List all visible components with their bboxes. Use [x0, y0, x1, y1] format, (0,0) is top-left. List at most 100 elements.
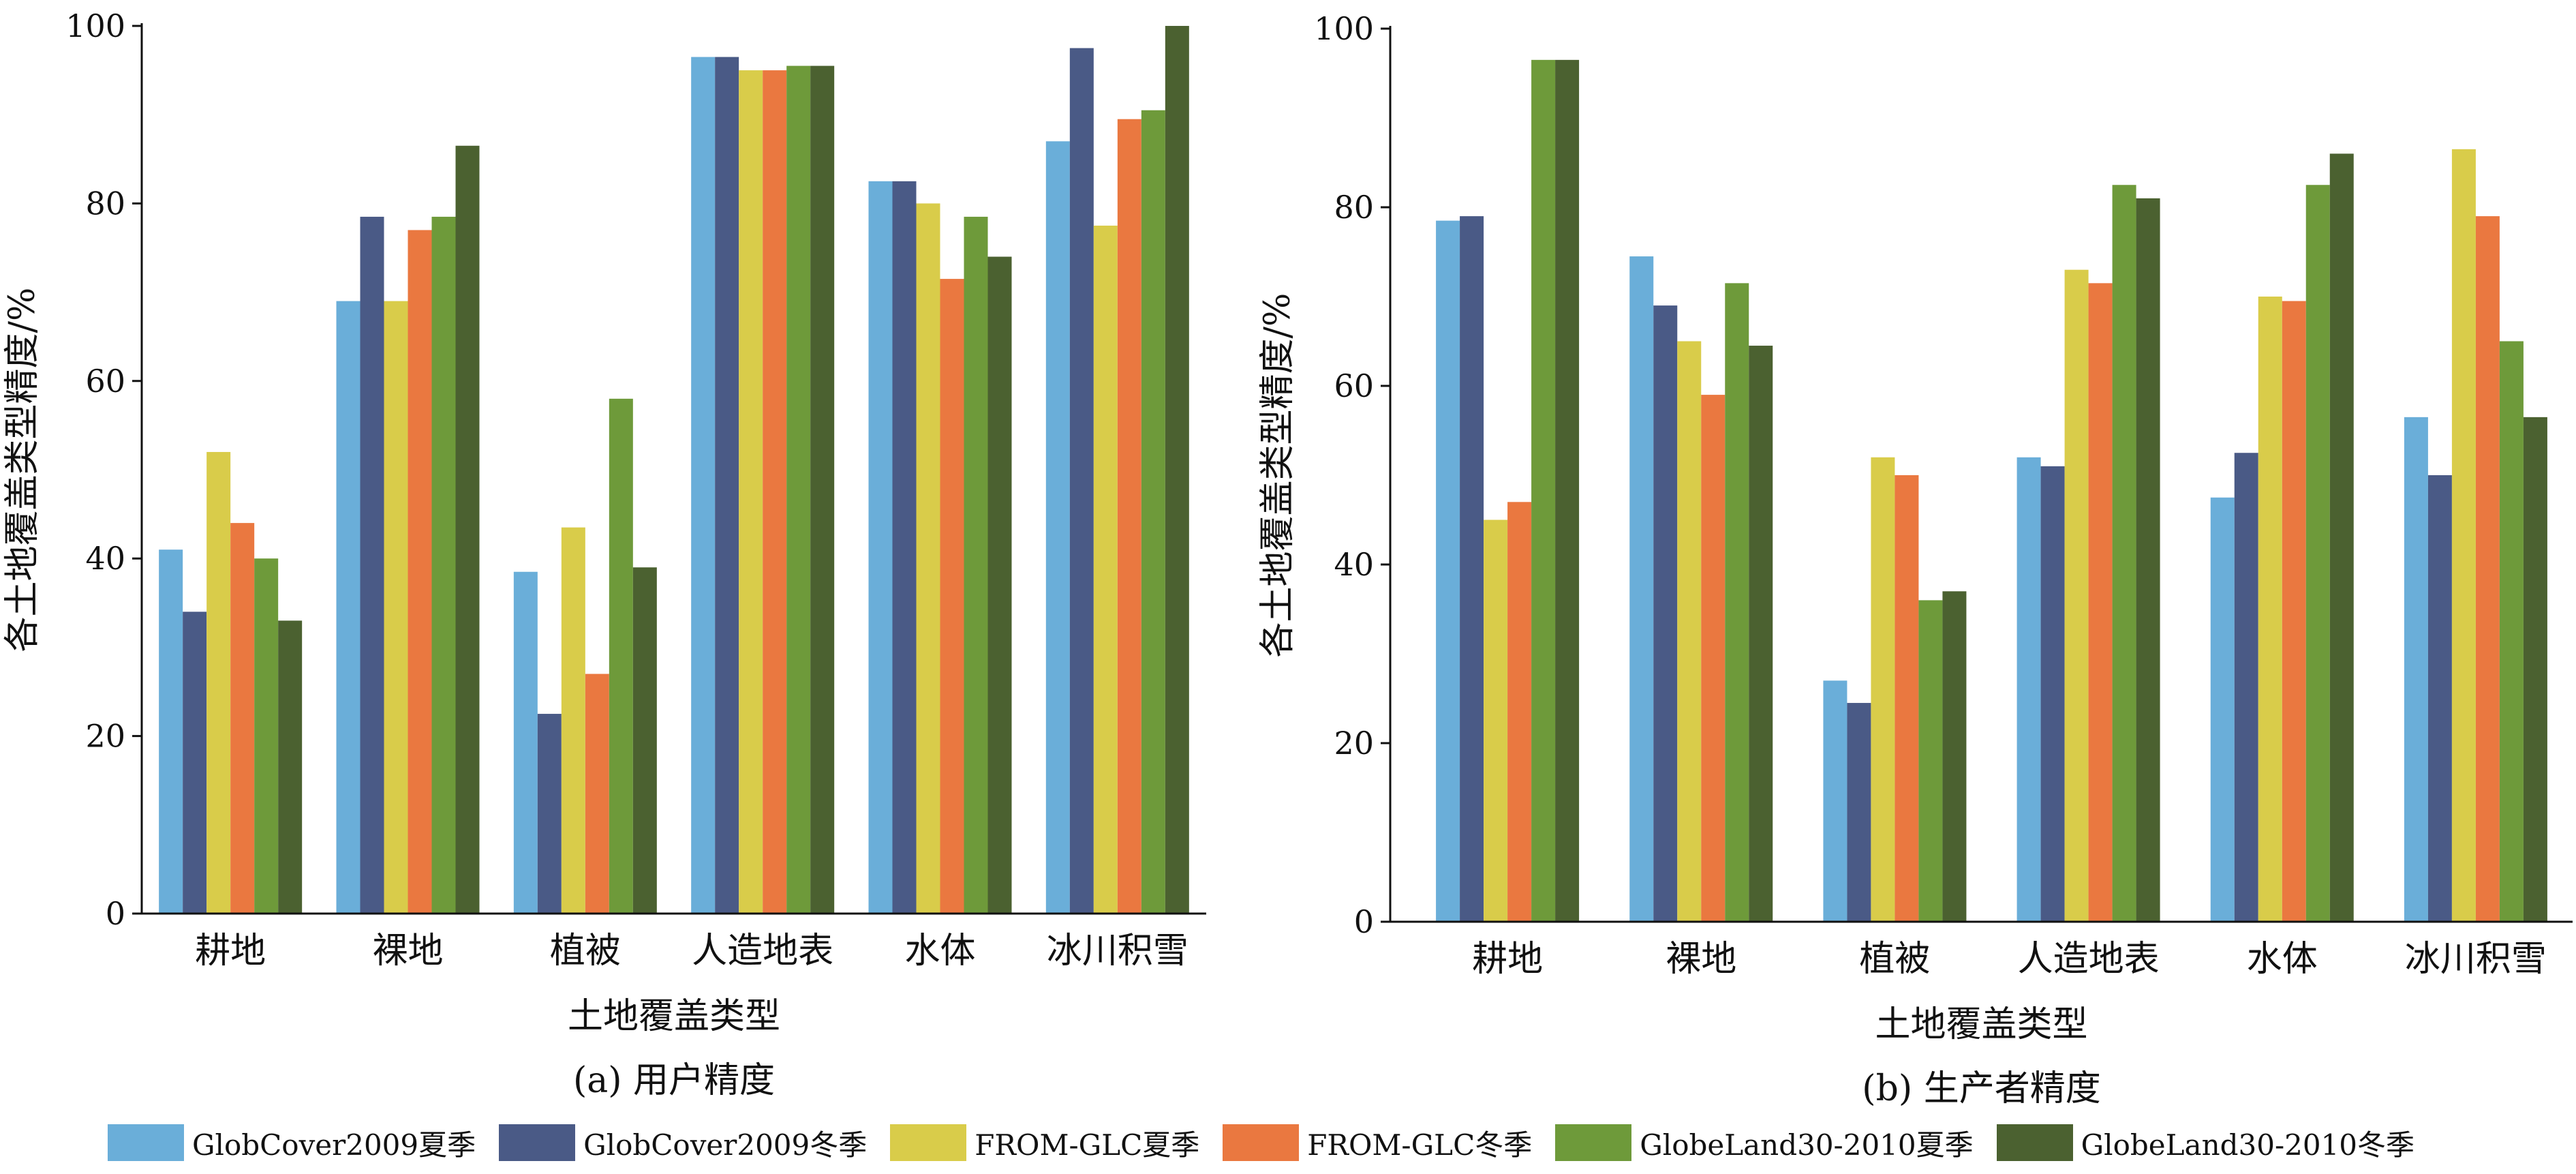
bar: [2258, 297, 2282, 922]
legend-label: GlobCover2009冬季: [583, 1128, 868, 1162]
legend-label: GlobCover2009夏季: [192, 1128, 476, 1162]
bar: [691, 57, 716, 914]
y-tick-label: 0: [1354, 903, 1374, 940]
x-tick-label: 人造地表: [692, 931, 833, 972]
bar: [2210, 497, 2235, 922]
legend-label: FROM-GLC夏季: [975, 1128, 1200, 1162]
bar: [2136, 198, 2160, 922]
bar: [2329, 153, 2354, 922]
bar: [2305, 185, 2330, 922]
x-tick-label: 耕地: [1472, 939, 1543, 980]
bar: [408, 230, 432, 914]
x-tick-label: 人造地表: [2018, 939, 2160, 980]
bar: [230, 523, 255, 914]
bar: [1484, 520, 1508, 922]
bar: [561, 527, 585, 914]
bar: [1165, 26, 1189, 914]
legend-label: GlobeLand30-2010冬季: [2081, 1128, 2415, 1162]
legend-item: GlobCover2009夏季: [108, 1122, 476, 1164]
x-tick-label: 裸地: [372, 931, 443, 972]
bar: [336, 301, 361, 914]
bar: [892, 181, 917, 914]
bar: [1701, 395, 1726, 922]
bar: [2523, 417, 2547, 922]
y-tick-label: 100: [1314, 10, 1374, 47]
bar: [632, 567, 657, 914]
bar: [763, 70, 787, 914]
legend-swatch: [499, 1124, 576, 1161]
bar: [1629, 256, 1654, 922]
bar: [810, 65, 835, 914]
bar: [206, 451, 231, 914]
bar: [2040, 466, 2065, 922]
bar: [513, 571, 538, 914]
bar: [1823, 680, 1847, 922]
bar: [715, 57, 739, 914]
bar: [786, 65, 811, 914]
x-tick-label: 水体: [904, 931, 975, 972]
bar: [1117, 119, 1141, 914]
chart-caption: (a) 用户精度: [573, 1060, 775, 1101]
legend: GlobCover2009夏季 GlobCover2009冬季 FROM-GLC…: [108, 1118, 2438, 1167]
x-tick-label: 水体: [2247, 939, 2318, 980]
x-tick-label: 裸地: [1666, 939, 1736, 980]
bar: [360, 216, 384, 914]
legend-label: FROM-GLC冬季: [1307, 1128, 1533, 1162]
bar: [739, 70, 763, 914]
y-tick-label: 0: [106, 895, 125, 932]
bar: [1069, 48, 1094, 914]
legend-item: FROM-GLC冬季: [1223, 1122, 1532, 1164]
y-tick-label: 60: [85, 363, 125, 400]
y-tick-label: 20: [1334, 725, 1374, 762]
bar: [2017, 457, 2041, 922]
bar: [2282, 301, 2306, 922]
bar: [2451, 149, 2476, 922]
bar: [2064, 269, 2089, 922]
y-tick-label: 40: [85, 540, 125, 577]
legend-swatch: [1223, 1124, 1300, 1161]
bar: [1871, 457, 1895, 922]
bar: [1749, 346, 1773, 922]
bar: [1555, 59, 1580, 922]
bar: [254, 558, 279, 914]
x-axis-label: 土地覆盖类型: [568, 996, 780, 1037]
bar: [2475, 216, 2500, 922]
y-tick-label: 100: [65, 7, 125, 44]
chart-caption: (b) 生产者精度: [1862, 1068, 2100, 1109]
bar: [1141, 110, 1165, 914]
bar: [1653, 305, 1678, 922]
bar: [1093, 225, 1118, 914]
y-tick-label: 20: [85, 718, 125, 755]
y-axis-label: 各土地覆盖类型精度/%: [1257, 293, 1298, 658]
bar: [159, 550, 183, 914]
bar: [2499, 341, 2524, 922]
bar: [1460, 216, 1484, 922]
chart-panel-a: 耕地 裸地 植被 人造地表 水体 冰川积雪 0 20 40 60 80 100 各土地覆盖类型精度/% 土…: [2, 7, 1206, 1101]
y-tick-label: 60: [1334, 367, 1374, 404]
bar: [278, 620, 303, 914]
bar: [2234, 453, 2258, 922]
bar: [1677, 341, 1702, 922]
legend-item: GlobCover2009冬季: [499, 1122, 867, 1164]
bar: [940, 279, 964, 914]
bar: [585, 674, 609, 914]
bar: [868, 181, 893, 914]
bar: [609, 398, 633, 914]
bar: [1045, 141, 1070, 914]
legend-item: GlobeLand30-2010夏季: [1555, 1122, 1974, 1164]
bar: [537, 714, 562, 914]
bar: [1895, 475, 1919, 922]
bar: [2112, 185, 2136, 922]
bar: [2404, 417, 2428, 922]
x-axis-label: 土地覆盖类型: [1875, 1004, 2087, 1045]
bar: [916, 203, 940, 914]
legend-item: FROM-GLC夏季: [890, 1122, 1199, 1164]
bar: [1918, 600, 1943, 922]
y-tick-label: 80: [1334, 189, 1374, 226]
y-tick-label: 40: [1334, 546, 1374, 583]
bar: [183, 612, 207, 914]
legend-swatch: [890, 1124, 967, 1161]
x-tick-label: 冰川积雪: [2405, 939, 2547, 980]
bar: [1436, 220, 1460, 922]
